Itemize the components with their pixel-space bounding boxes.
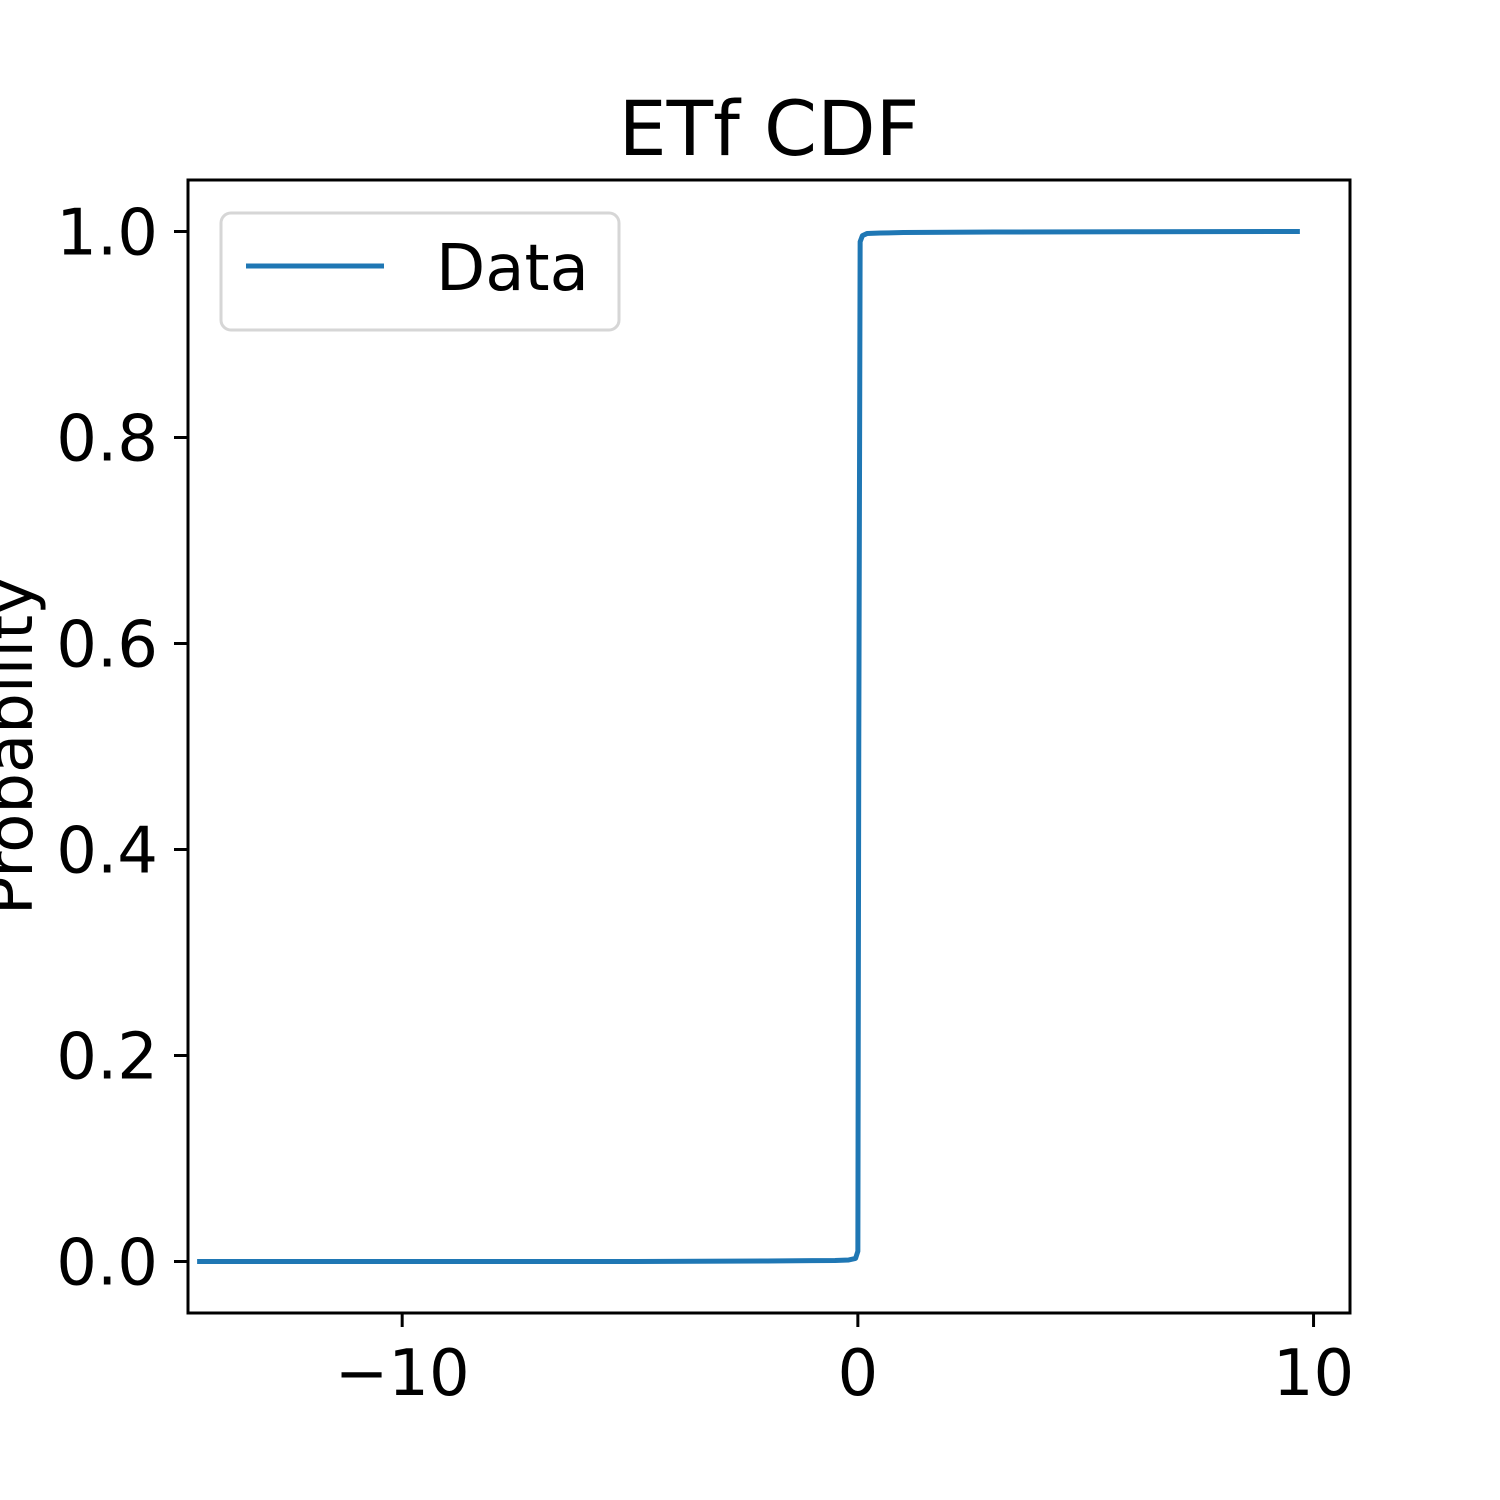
y-tick-label: 0.0 xyxy=(56,1227,158,1301)
series-line-data xyxy=(197,229,1300,1264)
series-layer xyxy=(197,229,1300,1264)
x-axis: −10 0 10 xyxy=(335,1313,1354,1411)
legend-label-data: Data xyxy=(436,232,589,306)
y-axis: 0.0 0.2 0.4 0.6 0.8 1.0 xyxy=(56,197,188,1301)
x-tick-label: −10 xyxy=(335,1337,470,1411)
y-tick-label: 0.4 xyxy=(56,815,158,889)
y-axis-label: Probability xyxy=(0,577,48,915)
y-tick-label: 0.2 xyxy=(56,1021,158,1095)
y-tick-label: 0.6 xyxy=(56,609,158,683)
legend-box xyxy=(219,211,621,332)
legend: Data xyxy=(219,211,621,332)
x-tick-label: 0 xyxy=(837,1337,878,1411)
y-tick-label: 0.8 xyxy=(56,403,158,477)
x-tick-label: 10 xyxy=(1273,1337,1354,1411)
plot-frame xyxy=(186,178,1352,1315)
y-tick-label: 1.0 xyxy=(56,197,158,271)
chart-title: ETf CDF xyxy=(619,84,920,173)
